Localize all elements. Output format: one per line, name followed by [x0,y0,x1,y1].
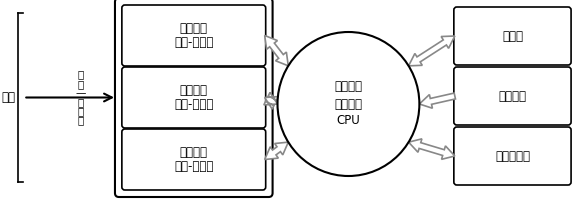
Polygon shape [408,139,455,159]
Text: 试样: 试样 [2,91,16,104]
Text: 液相试样
萃取-检测箱: 液相试样 萃取-检测箱 [174,83,214,111]
Text: 固相试样
萃取-检测箱: 固相试样 萃取-检测箱 [174,146,214,173]
FancyBboxPatch shape [454,127,571,185]
Text: 选择键盘: 选择键盘 [498,89,526,103]
FancyBboxPatch shape [122,5,266,66]
Polygon shape [265,142,289,160]
Text: 信息处理
控制中心
CPU: 信息处理 控制中心 CPU [335,80,362,128]
Ellipse shape [278,32,419,176]
Polygon shape [408,36,455,66]
Polygon shape [265,36,289,66]
FancyBboxPatch shape [454,67,571,125]
FancyBboxPatch shape [115,0,272,197]
FancyBboxPatch shape [454,7,571,65]
Text: 显示器: 显示器 [502,30,523,42]
Text: 气相试样
萃取-检测箱: 气相试样 萃取-检测箱 [174,21,214,50]
FancyBboxPatch shape [122,67,266,128]
Polygon shape [264,92,278,109]
FancyBboxPatch shape [122,129,266,190]
Polygon shape [419,93,456,108]
Text: 声光报警器: 声光报警器 [495,150,530,162]
Text: 萃
取
—
检
测
箱: 萃 取 — 检 测 箱 [76,69,86,125]
